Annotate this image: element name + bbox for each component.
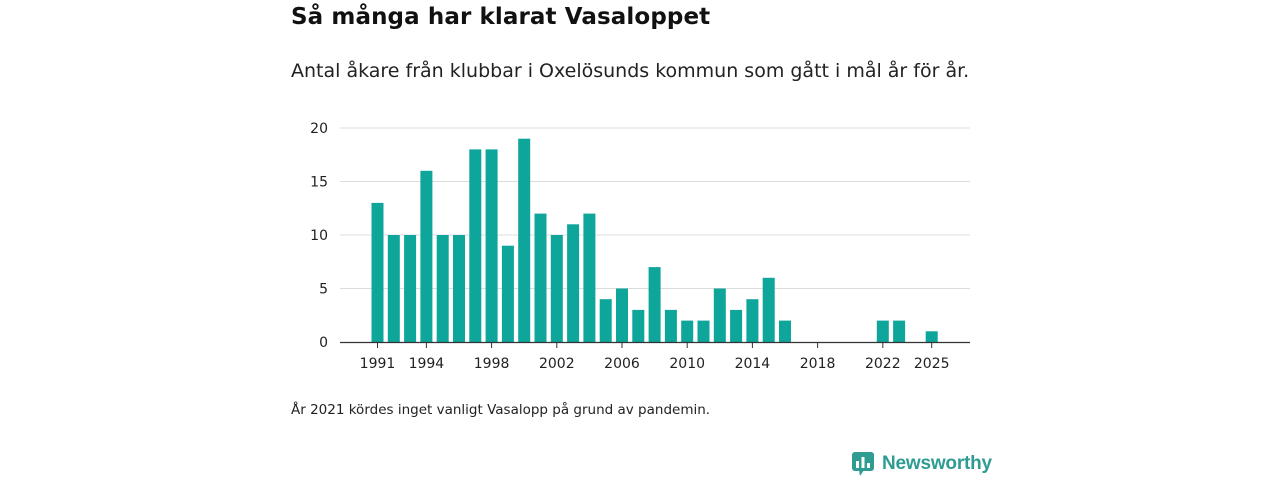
x-tick-label-2010: 2010 — [669, 356, 705, 372]
newsworthy-logo-icon — [852, 452, 874, 476]
axes: 0 5 10 15 20 1991 1994 1998 2002 2006 2010 2014 2018… — [310, 121, 970, 372]
brand-name: Newsworthy — [882, 453, 992, 474]
bar-2009 — [664, 309, 677, 342]
bar-1993 — [404, 235, 417, 342]
chart-title: Så många har klarat Vasaloppet — [291, 4, 711, 30]
bar-2004 — [583, 213, 596, 342]
chart-footnote: År 2021 kördes inget vanligt Vasalopp på… — [291, 402, 711, 418]
bar-2014 — [746, 299, 759, 342]
bar-2010 — [681, 320, 694, 342]
chart-subtitle: Antal åkare från klubbar i Oxelösunds ko… — [291, 60, 970, 82]
x-tick-label-2022: 2022 — [865, 356, 901, 372]
gridlines — [340, 127, 970, 289]
brand-logo: Newsworthy — [852, 452, 992, 476]
bar-2003 — [567, 224, 580, 342]
bar-2022 — [876, 320, 889, 342]
x-tick-label-2014: 2014 — [735, 356, 771, 372]
y-tick-label-15: 15 — [310, 175, 328, 191]
bar-2011 — [697, 320, 710, 342]
bar-1996 — [453, 235, 465, 342]
x-tick-label-2018: 2018 — [800, 356, 836, 372]
y-tick-label-0: 0 — [319, 335, 328, 351]
bar-2006 — [616, 288, 628, 342]
bar-2008 — [648, 267, 661, 342]
bar-1995 — [436, 235, 449, 342]
bar-2025 — [925, 331, 938, 342]
bar-2005 — [599, 299, 612, 342]
x-tick-label-2002: 2002 — [539, 356, 575, 372]
bar-2002 — [550, 235, 563, 342]
bar-2007 — [632, 309, 645, 342]
bar-2013 — [730, 309, 743, 342]
bar-chart: 0 5 10 15 20 1991 1994 1998 2002 2006 2010 2014 2018… — [310, 121, 970, 372]
x-tick-label-2025: 2025 — [914, 356, 950, 372]
bar-2016 — [779, 320, 791, 342]
bar-1999 — [501, 245, 514, 342]
bar-2000 — [518, 138, 531, 342]
bar-1997 — [469, 149, 482, 342]
bar-1994 — [420, 170, 433, 342]
bar-2015 — [762, 277, 775, 342]
bar-1998 — [485, 149, 498, 342]
x-tick-label-1991: 1991 — [360, 356, 396, 372]
bar-1991 — [371, 202, 384, 342]
y-tick-label-5: 5 — [319, 282, 328, 298]
x-tick-label-1994: 1994 — [409, 356, 445, 372]
bar-1992 — [387, 235, 400, 342]
bars — [371, 138, 938, 342]
y-tick-label-20: 20 — [310, 121, 328, 137]
bar-2001 — [534, 213, 547, 342]
x-tick-label-1998: 1998 — [474, 356, 510, 372]
x-tick-label-2006: 2006 — [604, 356, 640, 372]
bar-2012 — [713, 288, 726, 342]
y-tick-label-10: 10 — [310, 228, 328, 244]
bar-2023 — [893, 320, 906, 342]
